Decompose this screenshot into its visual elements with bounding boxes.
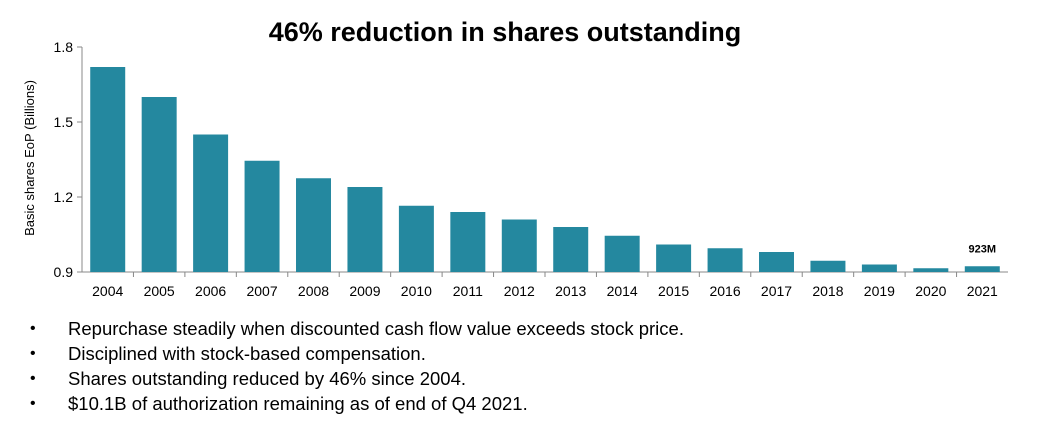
bullet-text: $10.1B of authorization remaining as of … [68, 393, 528, 414]
bullet-dot: • [30, 395, 36, 412]
x-tick-label-2013: 2013 [555, 283, 586, 299]
bar-2011 [450, 212, 486, 272]
x-tick-label-2009: 2009 [349, 283, 380, 299]
bar-2014 [604, 235, 640, 272]
x-tick-label-2014: 2014 [607, 283, 638, 299]
bar-2010 [398, 205, 434, 272]
x-tick-label-2008: 2008 [298, 283, 329, 299]
x-tick-label-2015: 2015 [658, 283, 689, 299]
bar-2020 [913, 268, 949, 272]
y-axis-label: Basic shares EoP (Billions) [22, 80, 37, 236]
y-ticks: 0.9 1.2 1.5 1.8 [54, 39, 82, 280]
y-tick-label: 1.5 [54, 114, 74, 130]
bar-2006 [193, 134, 229, 272]
chart: 46% reduction in shares outstanding Basi… [22, 17, 1008, 299]
bullet-dot: • [30, 345, 36, 362]
bullet-dot: • [30, 370, 36, 387]
bar-2015 [656, 244, 692, 272]
x-tick-label-2018: 2018 [812, 283, 843, 299]
bullet-item: • Shares outstanding reduced by 46% since… [30, 366, 684, 391]
x-tick-label-2020: 2020 [915, 283, 946, 299]
bar-2012 [501, 219, 537, 272]
bar-2004 [90, 67, 126, 272]
x-ticks: 2004 2005 2006 2007 2008 2009 2010 2011 2012 2013… [92, 272, 998, 299]
chart-title: 46% reduction in shares outstanding [269, 17, 742, 47]
bullet-item: • Repurchase steadily when discounted cas… [30, 316, 684, 341]
y-tick-label: 0.9 [54, 264, 74, 280]
bullet-text: Disciplined with stock-based compensatio… [68, 343, 426, 364]
x-tick-label-2004: 2004 [92, 283, 123, 299]
last-bar-annotation: 923M [969, 243, 997, 255]
bar-2008 [296, 178, 331, 272]
x-tick-label-2007: 2007 [246, 283, 277, 299]
x-tick-label-2017: 2017 [761, 283, 792, 299]
x-tick-label-2012: 2012 [504, 283, 535, 299]
bullet-item: • $10.1B of authorization remaining as of… [30, 391, 684, 416]
bar-2007 [244, 160, 280, 272]
x-tick-label-2016: 2016 [709, 283, 740, 299]
bullet-text: Shares outstanding reduced by 46% since … [68, 368, 467, 389]
bar-2021 [964, 266, 1000, 272]
x-tick-label-2011: 2011 [453, 283, 483, 299]
y-tick-label: 1.2 [54, 189, 74, 205]
x-tick-label-2006: 2006 [195, 283, 226, 299]
x-tick-label-2019: 2019 [864, 283, 895, 299]
bar-2018 [810, 260, 846, 272]
bullet-list: • Repurchase steadily when discounted cas… [30, 316, 684, 416]
bullet-item: • Disciplined with stock-based compensati… [30, 341, 684, 366]
bar-2017 [759, 252, 794, 272]
bullet-dot: • [30, 320, 36, 337]
bars [90, 67, 1000, 272]
bullet-text: Repurchase steadily when discounted cash… [68, 318, 684, 339]
x-tick-label-2010: 2010 [401, 283, 432, 299]
bar-2005 [141, 97, 177, 272]
x-tick-label-2021: 2021 [967, 283, 998, 299]
bar-2013 [553, 227, 589, 272]
bar-2019 [861, 264, 897, 272]
y-tick-label: 1.8 [54, 39, 74, 55]
x-tick-label-2005: 2005 [144, 283, 175, 299]
bar-2009 [347, 187, 383, 272]
bar-2016 [707, 248, 743, 272]
